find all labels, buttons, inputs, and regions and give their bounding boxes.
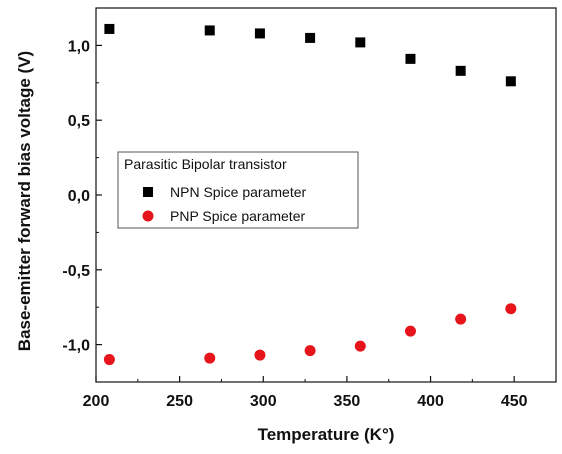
x-axis-ticks: 200 250 300 350 400 450	[83, 376, 557, 410]
y-axis-title: Base-emitter forward bias voltage (V)	[15, 51, 34, 351]
x-tick-label: 350	[334, 393, 361, 410]
pnp-point	[103, 354, 115, 366]
y-tick-label: 1,0	[68, 38, 90, 55]
legend-marker-npn	[143, 187, 153, 197]
pnp-point	[354, 340, 366, 352]
legend: Parasitic Bipolar transistor NPN Spice p…	[117, 151, 359, 229]
x-tick-label: 250	[166, 393, 193, 410]
y-axis-ticks: 1,0 0,5 0,0 -0,5 -1,0	[62, 38, 102, 355]
x-axis-title: Temperature (K°)	[258, 425, 395, 444]
npn-point	[405, 53, 416, 64]
x-tick-label: 300	[250, 393, 277, 410]
npn-point	[455, 65, 466, 76]
npn-point	[355, 37, 366, 48]
pnp-point	[304, 345, 316, 357]
legend-label: NPN Spice parameter	[170, 184, 307, 200]
npn-point	[254, 28, 265, 39]
x-tick-label: 450	[501, 393, 528, 410]
legend-title: Parasitic Bipolar transistor	[124, 156, 287, 172]
legend-marker-pnp	[142, 210, 154, 222]
y-tick-label: -1,0	[62, 338, 90, 355]
npn-point	[104, 23, 115, 34]
legend-label: PNP Spice parameter	[170, 208, 305, 224]
x-tick-label: 400	[417, 393, 444, 410]
pnp-point	[204, 352, 216, 364]
npn-point	[204, 25, 215, 36]
series-layer	[103, 23, 517, 366]
pnp-point	[404, 325, 416, 337]
legend-box	[117, 151, 359, 229]
series-1	[104, 23, 516, 87]
pnp-point	[455, 313, 467, 325]
series-2	[103, 303, 517, 366]
y-tick-label: 0,5	[68, 113, 90, 130]
npn-point	[505, 76, 516, 87]
pnp-point	[505, 303, 517, 315]
y-tick-label: -0,5	[62, 263, 90, 280]
y-tick-label: 0,0	[68, 188, 90, 205]
x-tick-label: 200	[83, 393, 110, 410]
pnp-point	[254, 349, 266, 361]
legend-entries: NPN Spice parameter PNP Spice parameter	[142, 184, 307, 224]
npn-point	[305, 32, 316, 43]
